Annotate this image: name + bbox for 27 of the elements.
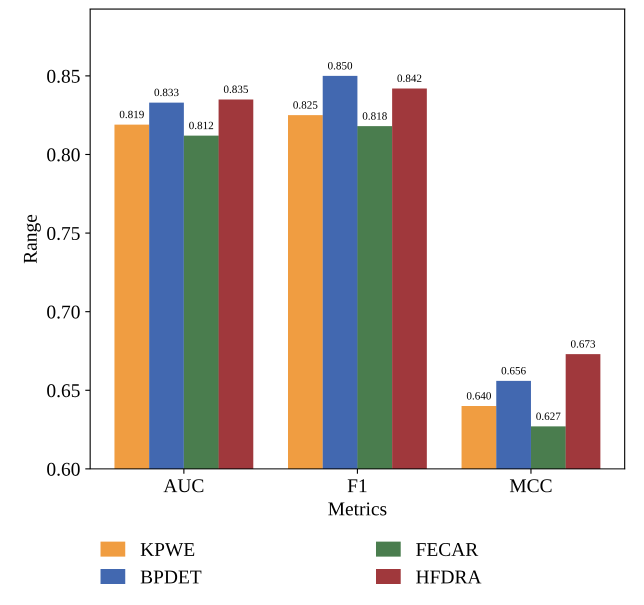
x-tick-label: AUC bbox=[164, 479, 204, 492]
y-tick-label: 0.85 bbox=[47, 70, 80, 83]
data-label: 0.842 bbox=[397, 74, 422, 82]
legend-label: KPWE bbox=[140, 543, 194, 556]
data-label: 0.833 bbox=[154, 88, 179, 96]
y-tick-label: 0.75 bbox=[47, 226, 80, 240]
y-tick-label: 0.65 bbox=[47, 384, 80, 398]
data-label: 0.850 bbox=[328, 62, 352, 70]
y-tick-label: 0.70 bbox=[47, 305, 80, 319]
data-label: 0.812 bbox=[189, 122, 214, 130]
y-tick-label: 0.60 bbox=[47, 462, 80, 476]
data-label: 0.825 bbox=[293, 101, 318, 109]
legend-label: FECAR bbox=[416, 543, 478, 556]
data-label: 0.656 bbox=[502, 366, 526, 374]
data-label: 0.818 bbox=[362, 112, 387, 120]
data-label: 0.640 bbox=[466, 392, 491, 400]
y-axis-title: Range bbox=[24, 214, 41, 264]
x-tick-label: MCC bbox=[510, 479, 552, 492]
legend-label: HFDRA bbox=[416, 570, 482, 584]
x-tick-label: F1 bbox=[348, 479, 367, 492]
data-label: 0.835 bbox=[224, 86, 248, 94]
y-tick-label: 0.80 bbox=[47, 148, 80, 162]
legend-label: BPDET bbox=[140, 570, 202, 584]
data-label: 0.673 bbox=[570, 340, 596, 348]
data-label: 0.627 bbox=[536, 412, 560, 420]
x-axis-title: Metrics bbox=[328, 502, 386, 516]
data-label: 0.819 bbox=[120, 110, 144, 118]
